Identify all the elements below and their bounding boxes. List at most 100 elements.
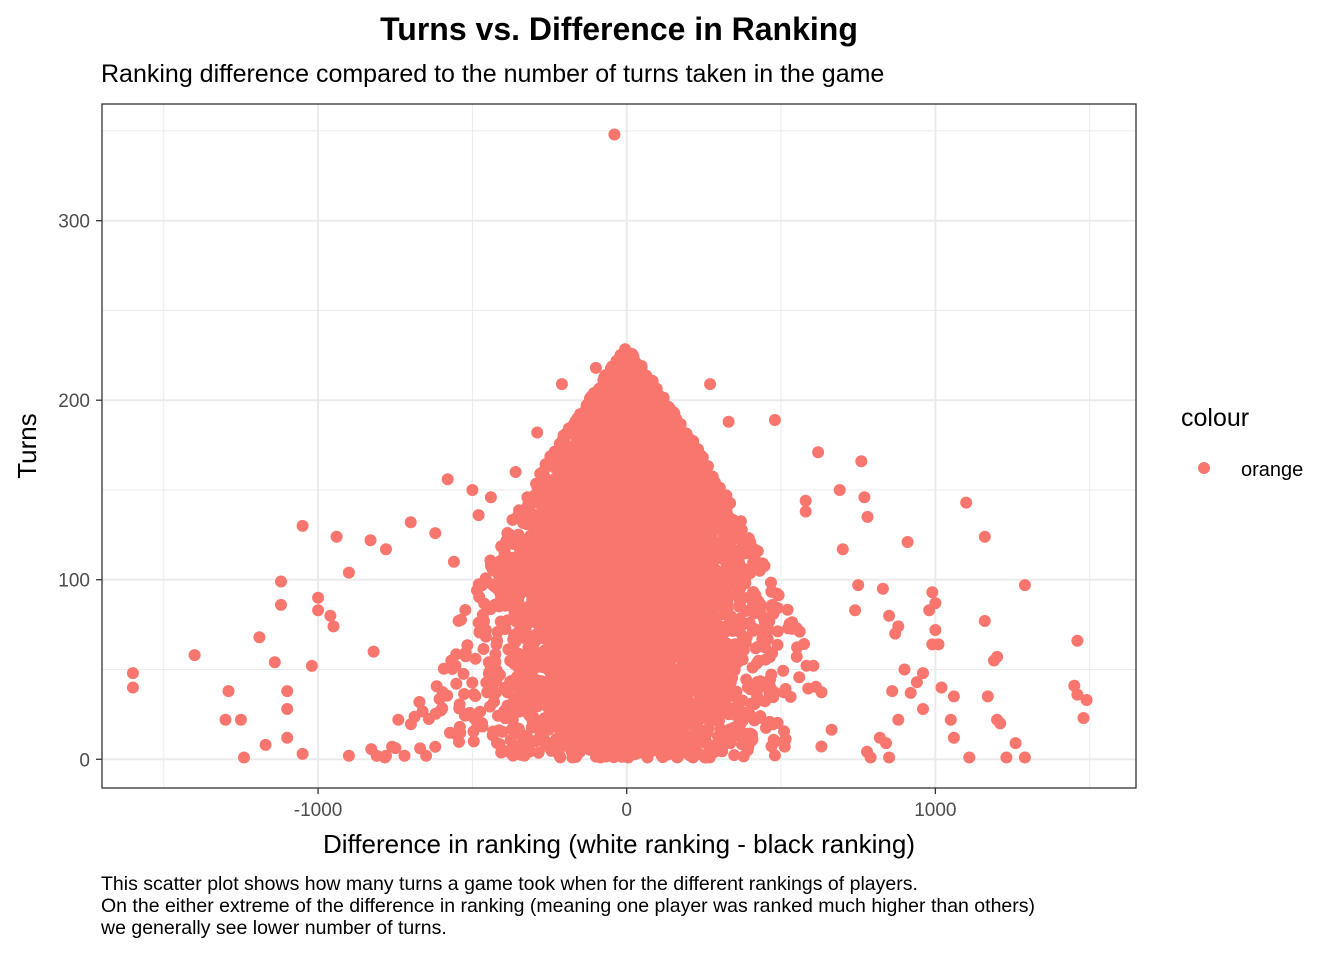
- scatter-point: [488, 695, 500, 708]
- scatter-point: [525, 735, 538, 748]
- scatter-point: [644, 487, 657, 500]
- scatter-point: [539, 472, 552, 485]
- scatter-point: [507, 678, 520, 691]
- scatter-point: [522, 495, 535, 508]
- scatter-point: [739, 577, 752, 590]
- scatter-point: [650, 693, 662, 706]
- scatter-point: [466, 710, 479, 723]
- scatter-point: [434, 704, 447, 717]
- scatter-point: [634, 696, 647, 709]
- scatter-point: [744, 683, 757, 696]
- scatter-point: [570, 502, 583, 515]
- scatter-point: [687, 446, 699, 458]
- scatter-point: [512, 659, 525, 672]
- scatter-point: [734, 596, 747, 609]
- scatter-point: [749, 589, 762, 602]
- scatter-point: [800, 659, 813, 672]
- scatter-point: [646, 727, 659, 740]
- scatter-point: [732, 729, 745, 742]
- scatter-point: [508, 739, 521, 752]
- scatter-point: [619, 496, 632, 509]
- scatter-point: [533, 589, 546, 602]
- scatter-point: [656, 719, 669, 732]
- scatter-point: [765, 740, 778, 753]
- scatter-point: [613, 411, 626, 423]
- scatter-point: [572, 641, 585, 654]
- scatter-point: [512, 628, 525, 641]
- scatter-point: [700, 604, 713, 617]
- scatter-point: [637, 733, 650, 746]
- scatter-point: [736, 653, 749, 666]
- scatter-point: [686, 652, 699, 664]
- scatter-point: [757, 610, 770, 623]
- scatter-point: [604, 605, 617, 618]
- scatter-point: [526, 640, 539, 653]
- scatter-point: [490, 638, 503, 651]
- scatter-point: [467, 735, 480, 748]
- scatter-point: [441, 689, 454, 702]
- scatter-point: [672, 709, 685, 722]
- scatter-point: [500, 706, 513, 719]
- scatter-point: [657, 630, 670, 643]
- scatter-point: [671, 751, 684, 764]
- chart-title: Turns vs. Difference in Ranking: [380, 11, 858, 47]
- scatter-point: [603, 638, 616, 651]
- scatter-point: [586, 735, 599, 748]
- scatter-point: [815, 740, 828, 753]
- scatter-point: [628, 738, 641, 751]
- scatter-point: [778, 725, 790, 738]
- scatter-point: [546, 457, 559, 470]
- scatter-point: [771, 638, 784, 651]
- scatter-point: [638, 399, 651, 412]
- scatter-point: [723, 565, 736, 578]
- scatter-point: [767, 691, 780, 704]
- scatter-point: [694, 680, 707, 693]
- scatter-point: [630, 675, 643, 688]
- scatter-point: [790, 650, 803, 663]
- scatter-point: [767, 607, 780, 620]
- scatter-point: [677, 515, 690, 528]
- scatter-point: [620, 748, 633, 760]
- scatter-point: [765, 668, 778, 681]
- scatter-point: [556, 469, 569, 482]
- scatter-point: [550, 511, 563, 524]
- scatter-point: [590, 711, 603, 724]
- scatter-point: [515, 549, 528, 562]
- scatter-point: [457, 667, 470, 680]
- scatter-point: [528, 721, 541, 733]
- scatter-point: [761, 620, 774, 633]
- scatter-point: [602, 725, 615, 738]
- scatter-point: [542, 663, 555, 676]
- scatter-point: [486, 578, 499, 591]
- scatter-point: [754, 711, 767, 724]
- scatter-point: [593, 405, 606, 418]
- scatter-point: [541, 499, 553, 512]
- scatter-point: [554, 577, 566, 590]
- scatter-point: [494, 554, 507, 567]
- scatter-point: [729, 554, 741, 567]
- scatter-point: [546, 570, 559, 583]
- scatter-point: [718, 597, 731, 609]
- scatter-point: [771, 625, 784, 638]
- scatter-point: [781, 603, 794, 616]
- scatter-point: [563, 682, 575, 695]
- scatter-point: [643, 380, 656, 393]
- scatter-point: [730, 685, 743, 698]
- scatter-point: [644, 446, 657, 459]
- scatter-point: [523, 709, 536, 722]
- scatter-point: [727, 514, 740, 526]
- scatter-point: [718, 580, 731, 593]
- scatter-point: [724, 543, 737, 556]
- scatter-point: [667, 742, 680, 755]
- scatter-point: [777, 664, 790, 677]
- scatter-point: [576, 627, 589, 640]
- scatter-point: [489, 648, 502, 661]
- scatter-point: [459, 604, 472, 616]
- scatter-point: [502, 643, 515, 656]
- scatter-point: [606, 446, 619, 458]
- scatter-point: [450, 677, 463, 690]
- scatter-point: [576, 739, 589, 752]
- scatter-point: [513, 504, 526, 517]
- scatter-point: [477, 643, 490, 655]
- scatter-point: [603, 688, 616, 701]
